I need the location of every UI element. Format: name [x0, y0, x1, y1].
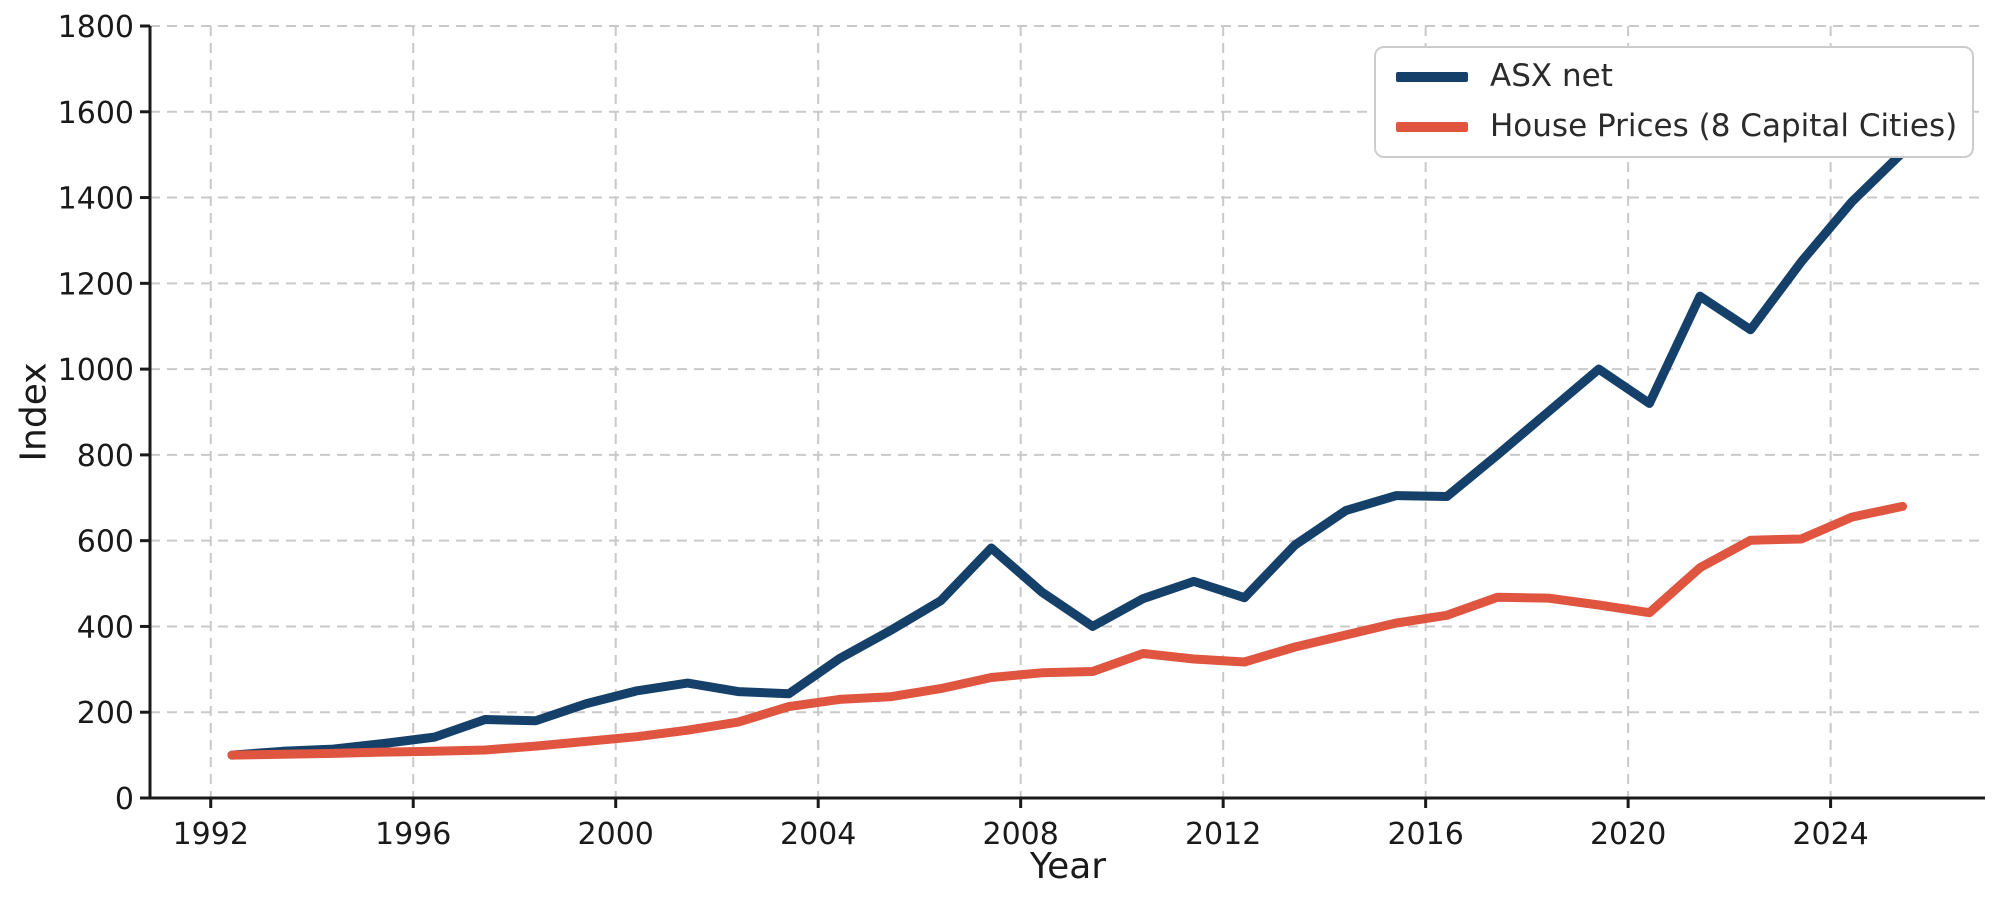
x-tick-label: 2016: [1387, 817, 1463, 852]
y-tick-label: 400: [77, 610, 134, 645]
legend: ASX net House Prices (8 Capital Cities): [1374, 46, 1974, 158]
y-tick-label: 0: [115, 782, 134, 817]
x-axis-title: Year: [1029, 846, 1107, 887]
asx-net-line: [227, 148, 1907, 760]
house-prices-8-capital-cities--line: [227, 501, 1907, 760]
x-tick-label: 1992: [173, 817, 249, 852]
legend-swatch-house-prices-8-capital-cities-: [1396, 121, 1468, 132]
legend-item: ASX net: [1396, 59, 1952, 95]
legend-label: ASX net: [1490, 58, 1613, 95]
y-tick-label: 1600: [58, 96, 134, 131]
y-tick-label: 1800: [58, 10, 134, 45]
y-tick-label: 1200: [58, 267, 134, 302]
x-tick-label: 2004: [780, 817, 856, 852]
y-tick-label: 1400: [58, 182, 134, 217]
legend-swatch-asx-net: [1396, 72, 1468, 83]
x-tick-label: 2012: [1185, 817, 1261, 852]
y-tick-label: 200: [77, 696, 134, 731]
y-axis-title: Index: [13, 362, 55, 462]
x-tick-label: 2024: [1792, 817, 1868, 852]
legend-item: House Prices (8 Capital Cities): [1396, 108, 1957, 145]
x-tick-label: 2008: [982, 817, 1058, 852]
y-tick-label: 800: [77, 439, 134, 474]
y-tick-label: 1000: [58, 353, 134, 388]
x-tick-label: 1996: [375, 817, 451, 852]
y-tick-label: 600: [77, 525, 134, 560]
legend-label: House Prices (8 Capital Cities): [1490, 108, 1958, 144]
x-tick-label: 2020: [1590, 817, 1666, 852]
x-tick-label: 2000: [578, 817, 654, 852]
